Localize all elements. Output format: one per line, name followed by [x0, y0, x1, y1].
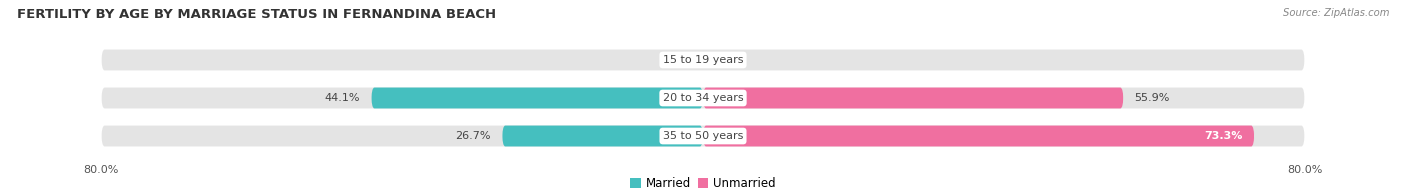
Text: Source: ZipAtlas.com: Source: ZipAtlas.com — [1282, 8, 1389, 18]
FancyBboxPatch shape — [101, 50, 1305, 70]
FancyBboxPatch shape — [371, 88, 703, 108]
Text: FERTILITY BY AGE BY MARRIAGE STATUS IN FERNANDINA BEACH: FERTILITY BY AGE BY MARRIAGE STATUS IN F… — [17, 8, 496, 21]
Text: 73.3%: 73.3% — [1205, 131, 1243, 141]
FancyBboxPatch shape — [502, 126, 703, 146]
Text: 26.7%: 26.7% — [456, 131, 491, 141]
Text: 0.0%: 0.0% — [714, 55, 742, 65]
Text: 44.1%: 44.1% — [325, 93, 360, 103]
Text: 0.0%: 0.0% — [664, 55, 692, 65]
FancyBboxPatch shape — [101, 126, 1305, 146]
Legend: Married, Unmarried: Married, Unmarried — [626, 172, 780, 195]
FancyBboxPatch shape — [101, 88, 1305, 108]
FancyBboxPatch shape — [703, 88, 1123, 108]
FancyBboxPatch shape — [703, 126, 1254, 146]
Text: 55.9%: 55.9% — [1135, 93, 1170, 103]
Text: 15 to 19 years: 15 to 19 years — [662, 55, 744, 65]
Text: 20 to 34 years: 20 to 34 years — [662, 93, 744, 103]
Text: 35 to 50 years: 35 to 50 years — [662, 131, 744, 141]
